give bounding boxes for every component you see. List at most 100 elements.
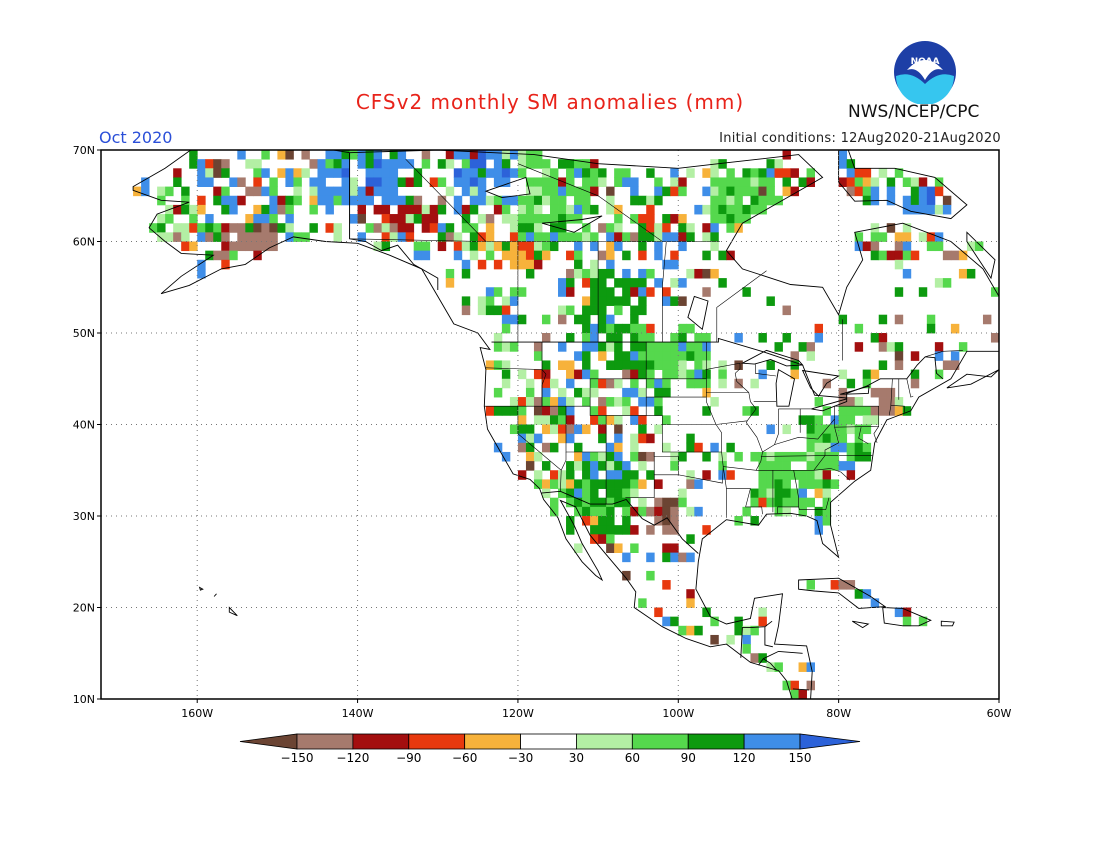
anomaly-cell (670, 342, 679, 352)
anomaly-cell (574, 479, 583, 489)
anomaly-cell (590, 387, 599, 398)
anomaly-cell (501, 360, 511, 370)
anomaly-cell (750, 186, 759, 197)
anomaly-cell (493, 305, 503, 316)
anomaly-cell (742, 406, 751, 416)
anomaly-cell (886, 406, 896, 416)
anomaly-cell (598, 497, 607, 508)
anomaly-cell (501, 406, 511, 416)
state-border (485, 367, 547, 407)
anomaly-cell (654, 424, 663, 435)
anomaly-cell (517, 369, 527, 380)
anomaly-cell (501, 369, 511, 380)
anomaly-cell (309, 195, 318, 206)
anomaly-cell (598, 534, 607, 544)
anomaly-cell (638, 360, 647, 370)
anomaly-cell (525, 241, 535, 252)
anomaly-cell (485, 360, 495, 370)
anomaly-cell (229, 177, 238, 187)
anomaly-cell (333, 195, 342, 206)
anomaly-cell (413, 195, 423, 206)
anomaly-cell (638, 195, 647, 206)
anomaly-cell (509, 214, 519, 224)
country-border (792, 688, 810, 691)
anomaly-cell (670, 177, 679, 187)
anomaly-cell (574, 488, 583, 499)
state-border (705, 362, 750, 393)
anomaly-cell (662, 351, 671, 361)
anomaly-cell (614, 470, 623, 480)
anomaly-cell (630, 360, 639, 370)
anomaly-cell (550, 442, 559, 453)
anomaly-cell (822, 433, 832, 444)
anomaly-cell (638, 232, 647, 242)
anomaly-cell (758, 497, 767, 508)
anomaly-cell (213, 168, 222, 178)
anomaly-cell (582, 461, 591, 471)
anomaly-cell (590, 241, 599, 252)
anomaly-cell (517, 232, 527, 242)
colorbar-label: 150 (789, 751, 812, 765)
anomaly-cell (670, 552, 679, 563)
anomaly-cell (886, 223, 896, 233)
anomaly-cell (598, 250, 607, 261)
anomaly-cell (453, 250, 463, 261)
anomaly-cell (742, 644, 751, 654)
anomaly-cell (622, 470, 631, 480)
anomaly-cell (173, 177, 182, 187)
anomaly-cell (622, 351, 631, 361)
anomaly-cell (854, 442, 864, 453)
anomaly-cell (381, 223, 391, 233)
province-border (716, 270, 767, 343)
anomaly-cell (782, 497, 791, 508)
anomaly-cell (550, 424, 559, 435)
anomaly-cell (678, 351, 687, 361)
country-border (491, 337, 944, 399)
anomaly-cell (662, 543, 671, 553)
anomaly-cell (437, 159, 447, 169)
anomaly-cell (541, 387, 551, 398)
state-border (824, 427, 839, 456)
anomaly-cell (670, 525, 679, 535)
anomaly-cell (630, 314, 639, 325)
anomaly-cell (926, 323, 936, 334)
colorbar-segment (576, 733, 633, 750)
anomaly-cell (606, 259, 615, 270)
anomaly-cell (469, 186, 479, 197)
anomaly-cell (646, 223, 655, 233)
anomaly-cell (181, 232, 190, 242)
province-border (925, 350, 963, 358)
anomaly-cell (413, 204, 423, 215)
anomaly-cell (566, 186, 575, 197)
anomaly-cell (598, 168, 607, 178)
anomaly-cell (598, 268, 607, 279)
anomaly-cell (517, 241, 527, 252)
anomaly-cell (686, 168, 695, 178)
anomaly-cell (558, 479, 567, 489)
anomaly-cell (333, 223, 342, 233)
lat-label: 60N (73, 236, 95, 249)
chart-title: CFSv2 monthly SM anomalies (mm) (355, 90, 745, 114)
coastline (966, 231, 996, 280)
anomaly-cell (622, 250, 631, 261)
coastline (838, 150, 968, 220)
anomaly-cell (165, 214, 174, 224)
latitude-labels: 10N 20N 30N 40N 50N 60N 70N (73, 144, 101, 706)
anomaly-cell (493, 168, 503, 178)
anomaly-cell (774, 168, 783, 178)
anomaly-cell (493, 259, 503, 270)
anomaly-cell (710, 397, 719, 407)
anomaly-cell (862, 442, 872, 453)
anomaly-cell (237, 177, 246, 187)
anomaly-cell (285, 177, 294, 187)
anomaly-cell (870, 415, 880, 425)
anomaly-cell (365, 186, 375, 197)
anomaly-cell (566, 177, 575, 187)
anomaly-cell (646, 470, 655, 480)
anomaly-cell (846, 442, 856, 453)
anomaly-cell (598, 451, 607, 462)
anomaly-cell (814, 479, 824, 489)
anomaly-cell (397, 214, 407, 224)
coastline (798, 577, 887, 609)
anomaly-cell (485, 250, 495, 261)
